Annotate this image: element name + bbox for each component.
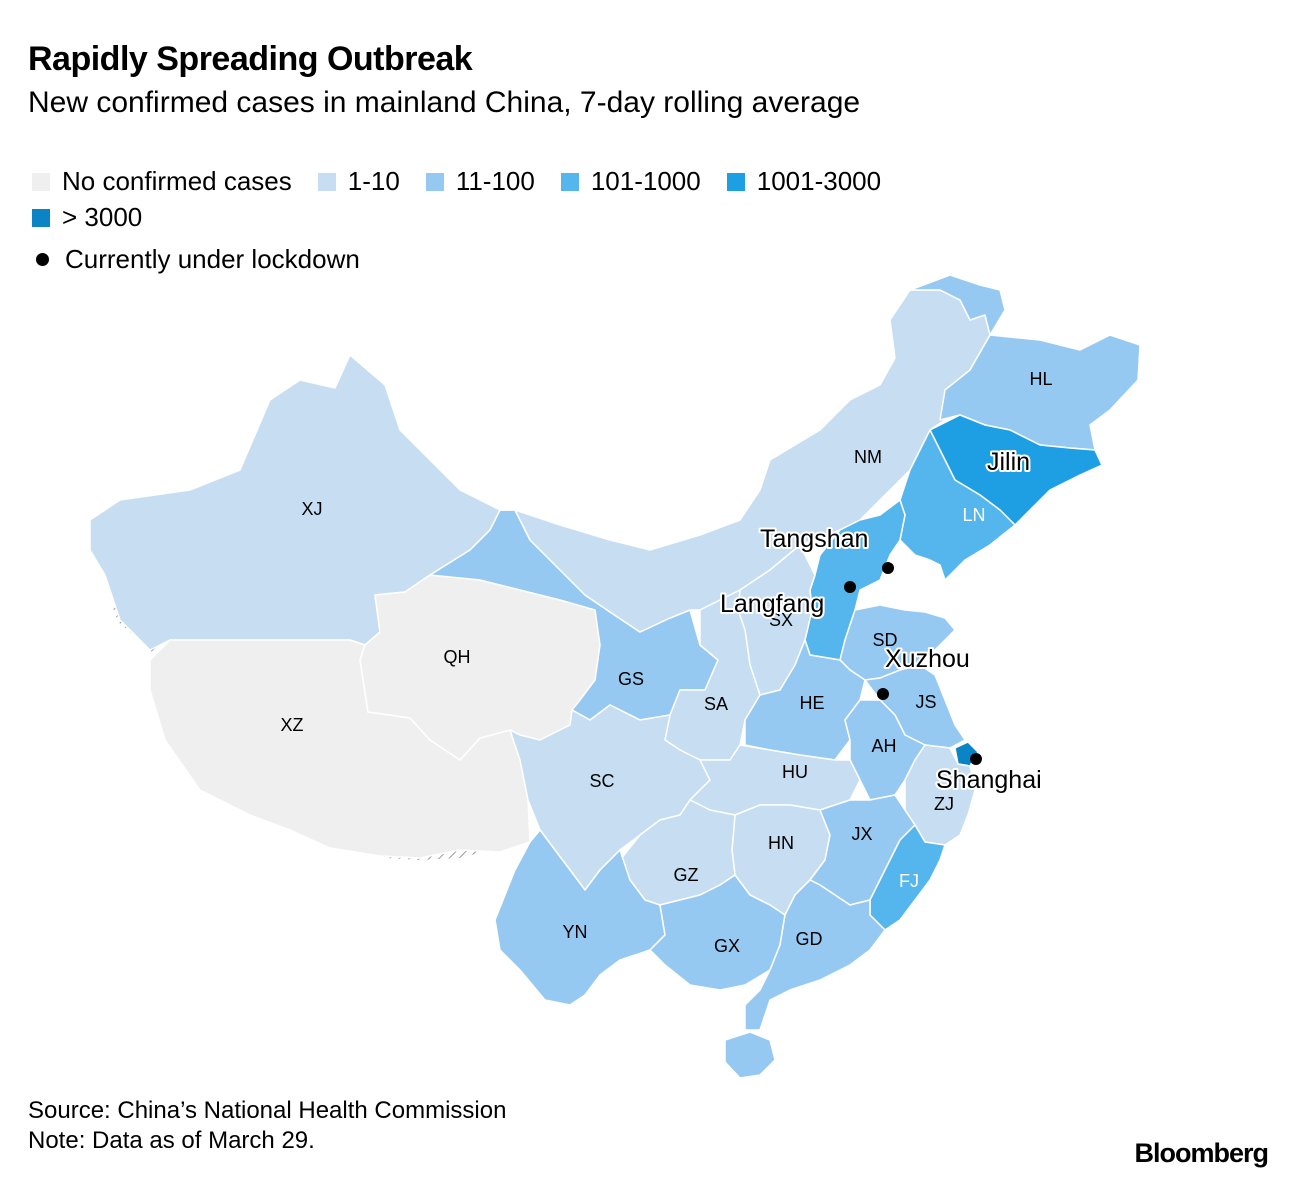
legend-label-none: No confirmed cases xyxy=(62,166,292,196)
province-label-hl: HL xyxy=(1029,369,1052,389)
legend-item-3000plus: > 3000 xyxy=(32,202,142,233)
province-label-xj: XJ xyxy=(301,499,322,519)
legend-item-11-100: 11-100 xyxy=(425,166,535,197)
province-label-nm: NM xyxy=(854,447,882,467)
legend-item-101-1000: 101-1000 xyxy=(560,166,701,197)
legend-label-lockdown: Currently under lockdown xyxy=(65,244,360,274)
legend-item-1-10: 1-10 xyxy=(317,166,400,197)
province-label-sd: SD xyxy=(872,630,897,650)
legend-label-1-10: 1-10 xyxy=(347,166,400,196)
province-label-gz: GZ xyxy=(674,865,699,885)
province-label-hu: HU xyxy=(782,762,808,782)
province-label-js: JS xyxy=(915,692,936,712)
province-fj xyxy=(869,824,946,931)
city-label-xuzhou: Xuzhou xyxy=(885,645,970,673)
legend-label-3000plus: > 3000 xyxy=(62,202,143,232)
province-label-sa: SA xyxy=(704,694,728,714)
legend-swatch-101-1000 xyxy=(560,172,579,191)
province-label-fj: FJ xyxy=(899,871,919,891)
province-label-gd: GD xyxy=(796,929,823,949)
legend-row-lockdown: Currently under lockdown xyxy=(32,244,360,275)
city-label-shanghai: Shanghai xyxy=(936,766,1042,794)
province-label-zj: ZJ xyxy=(934,794,954,814)
data-note: Note: Data as of March 29. xyxy=(28,1127,315,1154)
province-label-sc: SC xyxy=(589,771,614,791)
legend-swatch-3000plus xyxy=(32,208,50,227)
lockdown-marker-langfang xyxy=(844,581,856,593)
province-label-jx: JX xyxy=(851,824,872,844)
province-hi xyxy=(724,1031,776,1079)
province-label-qh: QH xyxy=(444,647,471,667)
legend-label-1001-3000: 1001-3000 xyxy=(756,166,882,196)
province-label-xz: XZ xyxy=(280,715,303,735)
legend-swatch-1-10 xyxy=(317,172,336,191)
legend-swatch-none xyxy=(32,172,50,191)
province-label-gs: GS xyxy=(618,669,644,689)
province-label-gx: GX xyxy=(714,936,740,956)
province-label-he: HE xyxy=(799,693,824,713)
china-map: XJ XZ QH GS NM HL LN SX SD SA HE JS AH Z… xyxy=(89,274,1141,1079)
province-gd xyxy=(744,879,886,1031)
city-label-langfang: Langfang xyxy=(720,590,824,618)
source-note: Source: China’s National Health Commissi… xyxy=(28,1097,507,1124)
province-label-ah: AH xyxy=(871,736,896,756)
lockdown-marker-xuzhou xyxy=(877,688,889,700)
chart-title: Rapidly Spreading Outbreak xyxy=(28,40,473,78)
province-label-hn: HN xyxy=(768,833,794,853)
province-label-yn: YN xyxy=(562,922,587,942)
legend-item-1001-3000: 1001-3000 xyxy=(726,166,882,197)
lockdown-dot-icon xyxy=(36,253,49,266)
legend-label-101-1000: 101-1000 xyxy=(590,166,701,196)
legend-label-11-100: 11-100 xyxy=(455,166,535,196)
province-label-jilin: Jilin xyxy=(987,448,1030,476)
lockdown-marker-tangshan xyxy=(882,562,894,574)
chart-subtitle: New confirmed cases in mainland China, 7… xyxy=(28,86,861,119)
lockdown-marker-shanghai xyxy=(970,753,982,765)
legend-row-1: No confirmed cases 1-10 11-100 101-1000 … xyxy=(32,166,907,197)
city-label-tangshan: Tangshan xyxy=(760,525,868,553)
legend-swatch-11-100 xyxy=(425,172,444,191)
legend-item-none: No confirmed cases xyxy=(32,166,292,197)
legend-swatch-1001-3000 xyxy=(726,172,745,191)
province-label-sx: SX xyxy=(769,610,793,630)
province-label-ln: LN xyxy=(962,505,985,525)
province-ah xyxy=(844,699,926,801)
bloomberg-logo: Bloomberg xyxy=(1134,1138,1269,1168)
legend-row-2: > 3000 xyxy=(32,202,168,233)
